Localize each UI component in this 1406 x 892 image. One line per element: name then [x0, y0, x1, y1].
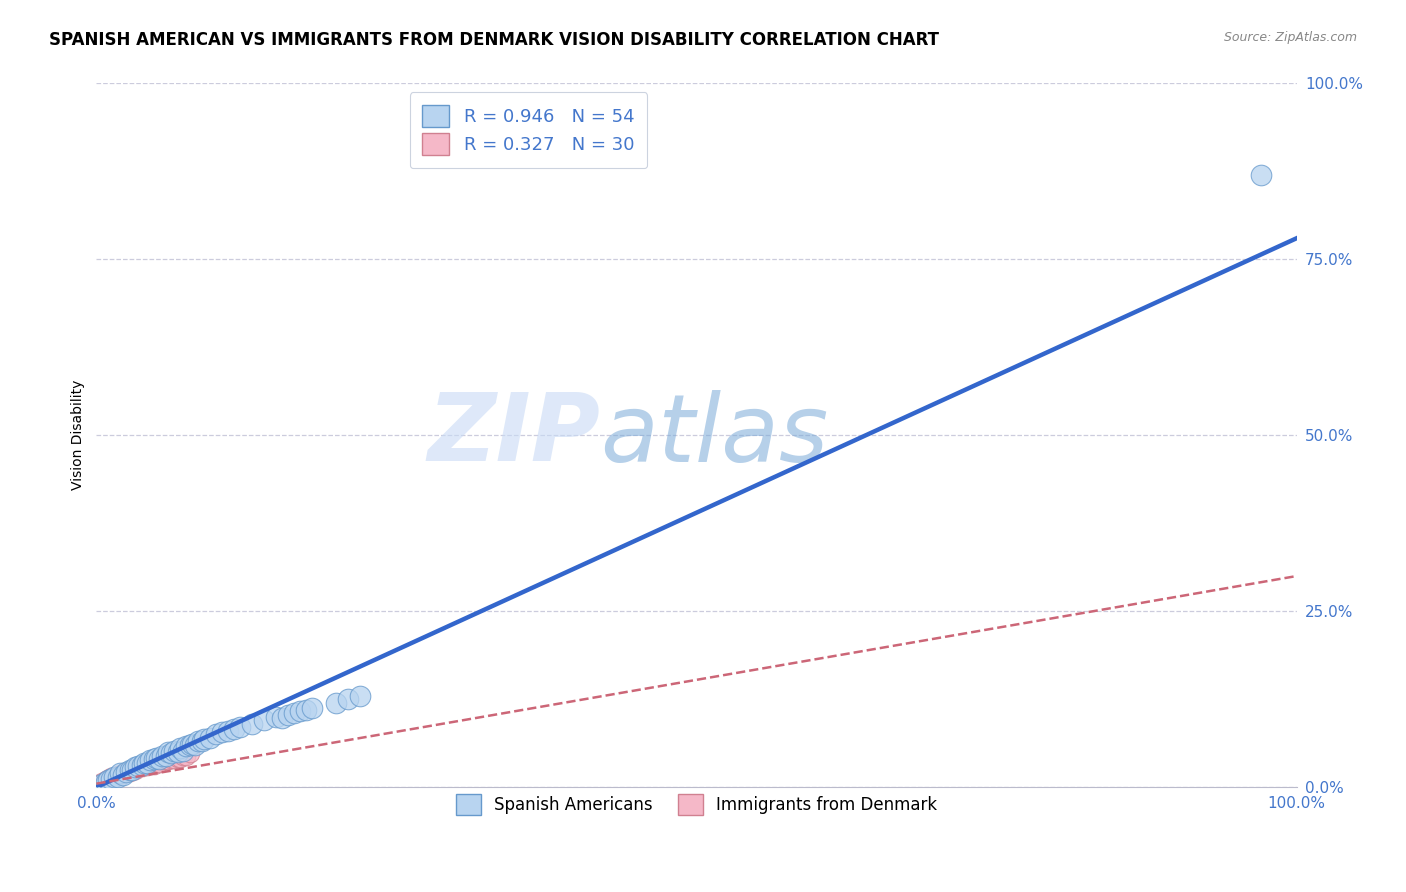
Point: [100, 770, 122, 784]
Point: [134, 759, 156, 773]
Point: [193, 732, 215, 747]
Point: [211, 725, 233, 739]
Point: [277, 708, 299, 723]
Point: [94, 773, 117, 788]
Legend: Spanish Americans, Immigrants from Denmark: Spanish Americans, Immigrants from Denma…: [446, 784, 948, 824]
Text: SPANISH AMERICAN VS IMMIGRANTS FROM DENMARK VISION DISABILITY CORRELATION CHART: SPANISH AMERICAN VS IMMIGRANTS FROM DENM…: [49, 31, 939, 49]
Point: [135, 759, 157, 773]
Point: [103, 770, 125, 784]
Point: [134, 756, 156, 770]
Point: [169, 741, 191, 756]
Point: [200, 731, 222, 745]
Point: [155, 748, 177, 763]
Point: [127, 760, 149, 774]
Point: [131, 760, 153, 774]
Point: [157, 753, 180, 767]
Point: [181, 737, 204, 751]
Point: [337, 692, 360, 706]
Text: ZIP: ZIP: [427, 389, 600, 482]
Point: [121, 763, 143, 777]
Text: Source: ZipAtlas.com: Source: ZipAtlas.com: [1223, 31, 1357, 45]
Point: [111, 767, 134, 781]
Y-axis label: Vision Disability: Vision Disability: [72, 380, 86, 491]
Point: [118, 763, 141, 777]
Point: [224, 723, 246, 737]
Point: [139, 753, 162, 767]
Point: [266, 710, 288, 724]
Point: [121, 763, 143, 777]
Point: [187, 734, 209, 748]
Point: [179, 738, 201, 752]
Point: [127, 759, 149, 773]
Point: [110, 767, 132, 781]
Point: [107, 767, 129, 781]
Point: [240, 716, 263, 731]
Point: [1250, 168, 1272, 182]
Point: [139, 757, 162, 772]
Point: [97, 772, 120, 786]
Point: [325, 696, 347, 710]
Point: [349, 689, 371, 703]
Point: [159, 747, 181, 761]
Point: [163, 743, 186, 757]
Text: atlas: atlas: [600, 390, 828, 481]
Point: [155, 753, 177, 767]
Point: [110, 766, 132, 780]
Point: [94, 774, 117, 789]
Point: [191, 734, 214, 748]
Point: [148, 756, 170, 770]
Point: [148, 752, 170, 766]
Point: [145, 750, 167, 764]
Point: [167, 750, 190, 764]
Point: [253, 714, 276, 728]
Point: [283, 706, 305, 721]
Point: [135, 756, 157, 770]
Point: [91, 777, 114, 791]
Point: [163, 752, 186, 766]
Point: [115, 764, 138, 779]
Point: [124, 763, 146, 777]
Point: [100, 772, 122, 786]
Point: [143, 752, 166, 766]
Point: [295, 703, 318, 717]
Point: [172, 743, 194, 757]
Point: [159, 752, 181, 766]
Point: [290, 704, 312, 718]
Point: [179, 747, 201, 761]
Point: [217, 723, 239, 738]
Point: [91, 774, 114, 789]
Point: [150, 753, 173, 767]
Point: [145, 756, 167, 770]
Point: [271, 711, 294, 725]
Point: [143, 757, 166, 772]
Point: [205, 727, 228, 741]
Point: [229, 720, 252, 734]
Point: [176, 748, 198, 763]
Point: [176, 739, 198, 754]
Point: [118, 764, 141, 779]
Point: [97, 773, 120, 788]
Point: [169, 750, 191, 764]
Point: [150, 748, 173, 763]
Point: [111, 766, 134, 780]
Point: [167, 745, 190, 759]
Point: [131, 757, 153, 772]
Point: [184, 738, 207, 752]
Point: [103, 770, 125, 784]
Point: [124, 760, 146, 774]
Point: [172, 748, 194, 763]
Point: [157, 745, 180, 759]
Point: [301, 701, 323, 715]
Point: [115, 764, 138, 779]
Point: [107, 770, 129, 784]
